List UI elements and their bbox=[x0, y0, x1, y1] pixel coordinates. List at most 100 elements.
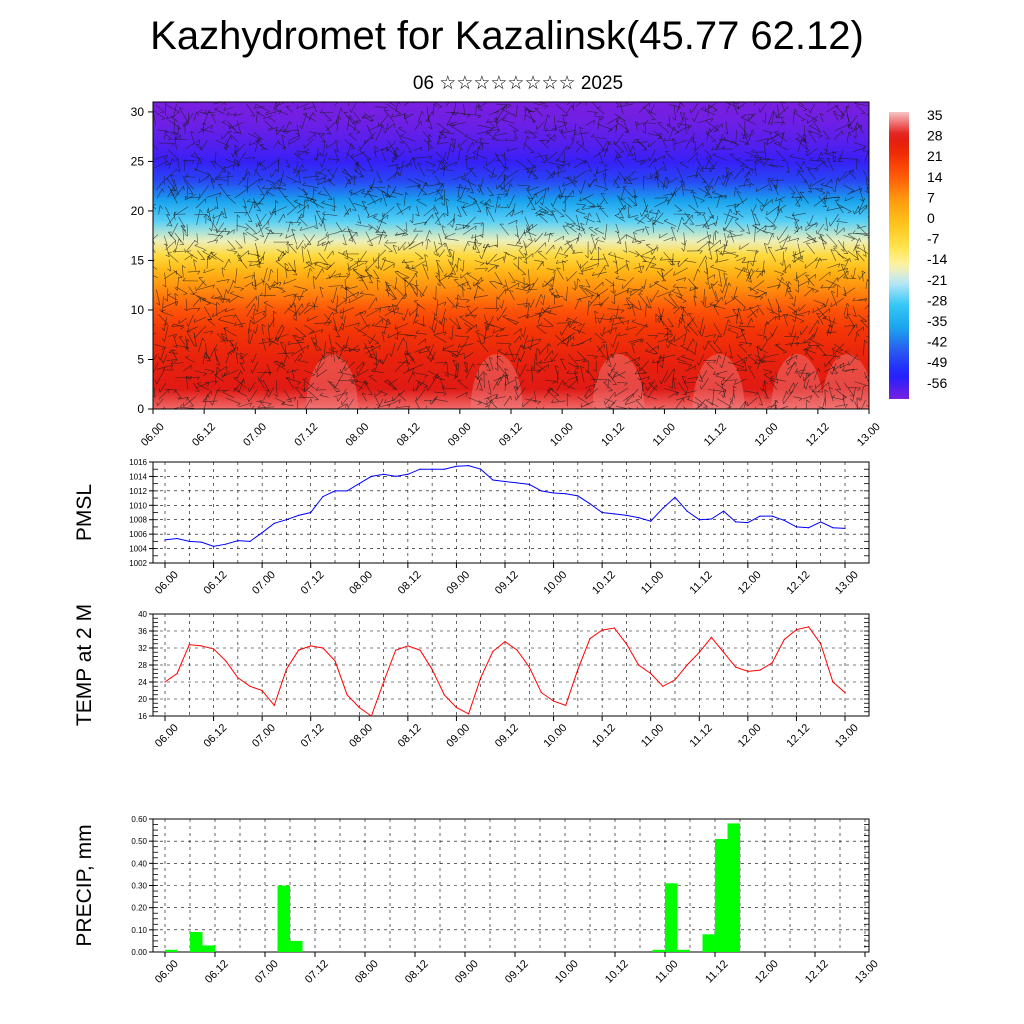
wind-barb bbox=[562, 260, 565, 271]
wind-barb bbox=[604, 391, 615, 405]
wind-barb bbox=[383, 244, 393, 252]
wind-barb-flag bbox=[382, 125, 385, 130]
wind-barb bbox=[631, 306, 636, 317]
wind-barb bbox=[846, 132, 849, 143]
wind-barb-flag bbox=[226, 279, 230, 284]
wind-barb-flag bbox=[287, 91, 291, 92]
wind-barb bbox=[791, 196, 804, 198]
wind-barb bbox=[349, 344, 359, 353]
wind-barb bbox=[163, 156, 171, 165]
wind-barb bbox=[595, 212, 601, 223]
wind-barb-flag bbox=[253, 320, 255, 325]
wind-barb bbox=[436, 299, 439, 316]
wind-barb-flag bbox=[819, 257, 822, 262]
warm-blob bbox=[692, 354, 745, 409]
wind-barb bbox=[835, 380, 841, 390]
wind-barb bbox=[676, 102, 681, 113]
wind-barb-flag bbox=[705, 255, 708, 260]
wind-barb bbox=[319, 394, 329, 398]
wind-barb-flag bbox=[585, 370, 589, 374]
wind-barb bbox=[220, 333, 227, 344]
wind-barb-flag bbox=[509, 290, 514, 292]
wind-barb-flag bbox=[775, 343, 780, 345]
wind-barb-flag bbox=[793, 382, 796, 387]
wind-barb-flag bbox=[837, 277, 839, 282]
wind-barb-flag bbox=[756, 358, 760, 362]
wind-barb-flag bbox=[542, 307, 545, 312]
wind-barb bbox=[795, 341, 811, 345]
wind-barb bbox=[695, 224, 705, 227]
wind-barb bbox=[698, 187, 710, 195]
wind-barb bbox=[221, 121, 236, 130]
wind-barb bbox=[738, 140, 749, 144]
wind-barb bbox=[312, 188, 314, 199]
wind-barb bbox=[533, 259, 544, 263]
wind-barb bbox=[288, 135, 300, 141]
wind-barb bbox=[433, 102, 443, 107]
wind-barb bbox=[345, 176, 351, 185]
wind-barb-flag bbox=[730, 172, 733, 177]
wind-barb bbox=[162, 406, 165, 409]
wind-barb-flag bbox=[272, 209, 275, 213]
wind-barb bbox=[543, 280, 554, 289]
wind-barb bbox=[515, 358, 519, 374]
wind-barb bbox=[657, 338, 668, 343]
wind-barb bbox=[297, 204, 309, 214]
wind-barb bbox=[834, 343, 844, 351]
wind-barb bbox=[612, 342, 619, 359]
wind-barb bbox=[273, 187, 287, 190]
wind-barb bbox=[483, 372, 485, 389]
wind-barb bbox=[486, 120, 498, 123]
wind-barb bbox=[456, 392, 468, 399]
wind-barb-flag bbox=[456, 411, 459, 414]
wind-barb bbox=[606, 343, 609, 360]
wind-barb bbox=[325, 273, 341, 280]
wind-barb-flag bbox=[549, 232, 553, 237]
wind-barb bbox=[318, 133, 326, 143]
wind-barb bbox=[573, 160, 586, 169]
wind-barb-flag bbox=[696, 361, 699, 366]
wind-barb-flag bbox=[564, 255, 569, 259]
wind-barb bbox=[713, 370, 728, 375]
wind-barb bbox=[358, 214, 362, 224]
wind-barb-flag bbox=[748, 343, 753, 347]
wind-barb bbox=[599, 313, 605, 324]
wind-barb bbox=[597, 344, 605, 352]
wind-barb bbox=[171, 349, 178, 361]
wind-barb bbox=[614, 289, 616, 305]
wind-barb bbox=[855, 245, 869, 254]
wind-barb-flag bbox=[513, 386, 518, 389]
wind-barb-flag bbox=[391, 298, 396, 300]
wind-barb bbox=[356, 160, 358, 172]
wind-barb-flag bbox=[179, 404, 183, 408]
wind-barb-flag bbox=[590, 233, 595, 237]
wind-barb-flag bbox=[795, 274, 797, 279]
wind-barb-flag bbox=[699, 170, 704, 172]
wind-barb-flag bbox=[467, 328, 472, 330]
wind-barb-flag bbox=[357, 262, 359, 267]
wind-barb-flag bbox=[371, 322, 375, 326]
wind-barb-flag bbox=[398, 399, 401, 404]
wind-barb-flag bbox=[250, 316, 254, 320]
wind-barb bbox=[202, 251, 217, 260]
wind-barb bbox=[193, 111, 197, 122]
wind-barb-flag bbox=[446, 121, 449, 126]
wind-barb-flag bbox=[809, 345, 812, 350]
wind-barb-flag bbox=[379, 345, 381, 350]
wind-barb bbox=[437, 122, 450, 133]
wind-barb-flag bbox=[762, 336, 767, 340]
wind-barb bbox=[277, 250, 284, 260]
wind-barb bbox=[417, 185, 428, 195]
wind-barb bbox=[735, 211, 744, 218]
wind-barb-flag bbox=[819, 113, 824, 116]
wind-barb-flag bbox=[580, 223, 585, 225]
wind-barb-flag bbox=[319, 152, 322, 157]
wind-barb bbox=[515, 287, 530, 292]
wind-barb-flag bbox=[780, 208, 783, 213]
wind-barb bbox=[573, 170, 587, 180]
wind-barb-flag bbox=[406, 362, 411, 367]
wind-barb-flag bbox=[368, 227, 373, 231]
wind-barb bbox=[803, 237, 816, 243]
wind-barb-flag bbox=[315, 386, 319, 391]
wind-barb bbox=[733, 296, 746, 308]
